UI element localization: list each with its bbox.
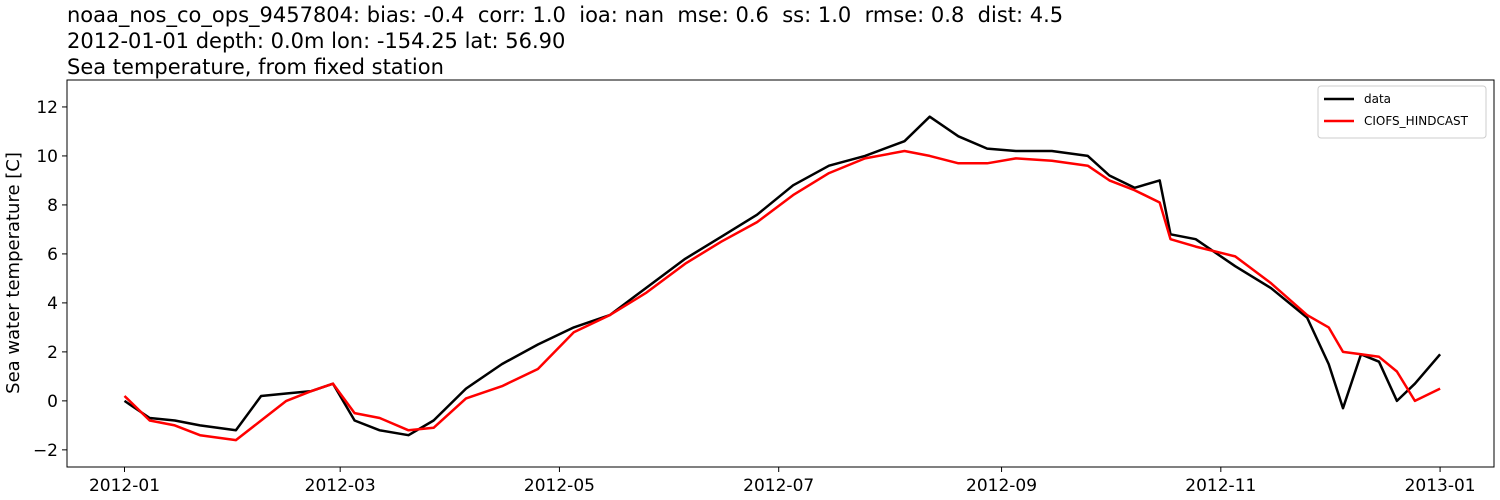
x-tick-label: 2012-03 <box>305 476 376 496</box>
x-tick-label: 2012-09 <box>966 476 1037 496</box>
legend-label-data: data <box>1364 92 1391 106</box>
y-tick-label: 0 <box>47 392 58 412</box>
x-axis: 2012-01 2012-03 2012-05 2012-07 2012-09 2012-… <box>89 467 1476 496</box>
x-tick-label: 2012-01 <box>89 476 160 496</box>
y-tick-label: 2 <box>47 343 58 363</box>
legend-box <box>1317 85 1487 139</box>
plot-area <box>123 115 1442 442</box>
chart-title-line-2: 2012-01-01 depth: 0.0m lon: -154.25 lat:… <box>67 29 566 53</box>
x-tick-label: 2013-01 <box>1405 476 1476 496</box>
y-tick-label: 12 <box>36 98 58 118</box>
x-tick-label: 2012-05 <box>524 476 595 496</box>
chart-title-line-3: Sea temperature, from fixed station <box>67 55 444 79</box>
x-tick-label: 2012-11 <box>1185 476 1256 496</box>
y-tick-label: −2 <box>33 441 58 461</box>
x-tick-label: 2012-07 <box>743 476 814 496</box>
legend: data CIOFS_HINDCAST <box>1317 85 1487 139</box>
y-tick-label: 10 <box>36 147 58 167</box>
y-axis: −2 0 2 4 6 8 10 12 <box>33 98 67 461</box>
y-axis-label: Sea water temperature [C] <box>3 152 24 394</box>
axes-frame <box>66 79 1495 468</box>
y-tick-label: 8 <box>47 196 58 216</box>
y-tick-label: 6 <box>47 245 58 265</box>
series-line-ciofs-hindcast <box>123 149 1441 442</box>
chart-title-line-1: noaa_nos_co_ops_9457804: bias: -0.4 corr… <box>67 3 1064 27</box>
y-tick-label: 4 <box>47 294 58 314</box>
legend-label-ciofs-hindcast: CIOFS_HINDCAST <box>1364 114 1469 128</box>
